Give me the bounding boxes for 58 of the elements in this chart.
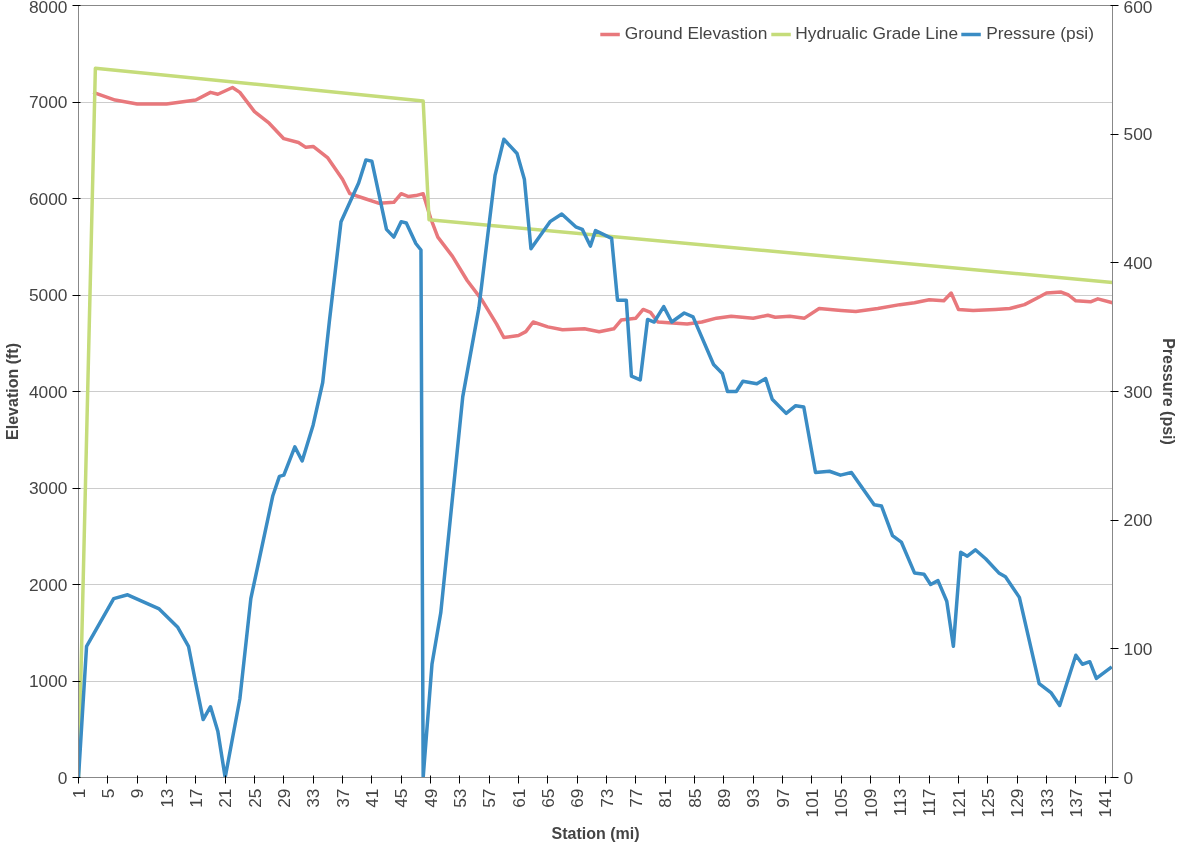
x-tick-label: 133: [1036, 788, 1057, 818]
y-tick-label: 5000: [28, 285, 68, 305]
y-tick-label: 4000: [28, 381, 68, 402]
x-tick-label: 1: [68, 788, 89, 799]
x-tick-label: 41: [361, 788, 382, 808]
x-tick-label: 77: [625, 788, 646, 808]
y-tick-label: 2000: [28, 574, 68, 595]
y2-axis-title: Pressure (psi): [1160, 338, 1178, 445]
x-tick-label: 5: [97, 788, 118, 799]
x-tick-label: 97: [772, 788, 793, 808]
y2-tick-label: 100: [1123, 638, 1153, 659]
y-tick-label: 8000: [28, 0, 68, 17]
x-tick-label: 113: [889, 788, 910, 817]
x-tick-label: 21: [215, 788, 236, 808]
y-tick-label: 3000: [28, 478, 68, 498]
y-tick-label: 0: [57, 767, 68, 788]
x-tick-label: 105: [831, 788, 852, 818]
x-tick-label: 93: [743, 788, 764, 808]
x-tick-label: 61: [508, 788, 529, 808]
x-tick-label: 129: [1007, 788, 1028, 818]
x-tick-label: 13: [156, 788, 177, 808]
y-tick-label: 1000: [28, 671, 68, 691]
y2-tick-label: 600: [1123, 0, 1153, 17]
y-axis-title: Elevation (ft): [3, 343, 21, 440]
x-tick-label: 53: [449, 788, 470, 808]
x-tick-label: 89: [713, 788, 734, 808]
x-tick-label: 81: [655, 788, 676, 808]
x-tick-label: 49: [420, 788, 441, 808]
x-tick-label: 9: [127, 788, 148, 799]
x-tick-label: 109: [860, 788, 881, 818]
y2-tick-label: 400: [1123, 252, 1153, 273]
y-tick-label: 7000: [28, 92, 68, 112]
y-tick-label: 6000: [28, 188, 68, 209]
x-tick-label: 125: [977, 788, 998, 818]
x-tick-label: 141: [1095, 788, 1116, 818]
legend-label: Hydrualic Grade Line: [795, 23, 959, 44]
x-tick-label: 57: [479, 788, 500, 808]
y2-tick-label: 300: [1123, 381, 1153, 402]
x-tick-label: 25: [244, 788, 265, 808]
y2-tick-label: 200: [1123, 510, 1153, 531]
legend-label: Pressure (psi): [986, 23, 1094, 44]
x-tick-label: 33: [303, 788, 324, 808]
x-tick-label: 29: [273, 788, 294, 808]
y2-tick-label: 0: [1123, 767, 1134, 788]
legend-label: Ground Elevastion: [624, 23, 768, 44]
x-tick-label: 101: [801, 788, 822, 818]
x-tick-label: 37: [332, 788, 353, 808]
x-tick-label: 121: [948, 788, 969, 818]
x-tick-label: 73: [596, 788, 617, 808]
x-tick-label: 65: [537, 788, 558, 808]
x-tick-label: 85: [684, 788, 705, 808]
y2-tick-label: 500: [1123, 124, 1153, 145]
x-tick-label: 137: [1065, 788, 1086, 818]
x-tick-label: 45: [391, 788, 412, 808]
x-axis-title: Station (mi): [551, 825, 640, 843]
x-tick-label: 17: [185, 788, 206, 808]
x-tick-label: 69: [567, 788, 588, 808]
x-tick-label: 117: [919, 788, 940, 817]
